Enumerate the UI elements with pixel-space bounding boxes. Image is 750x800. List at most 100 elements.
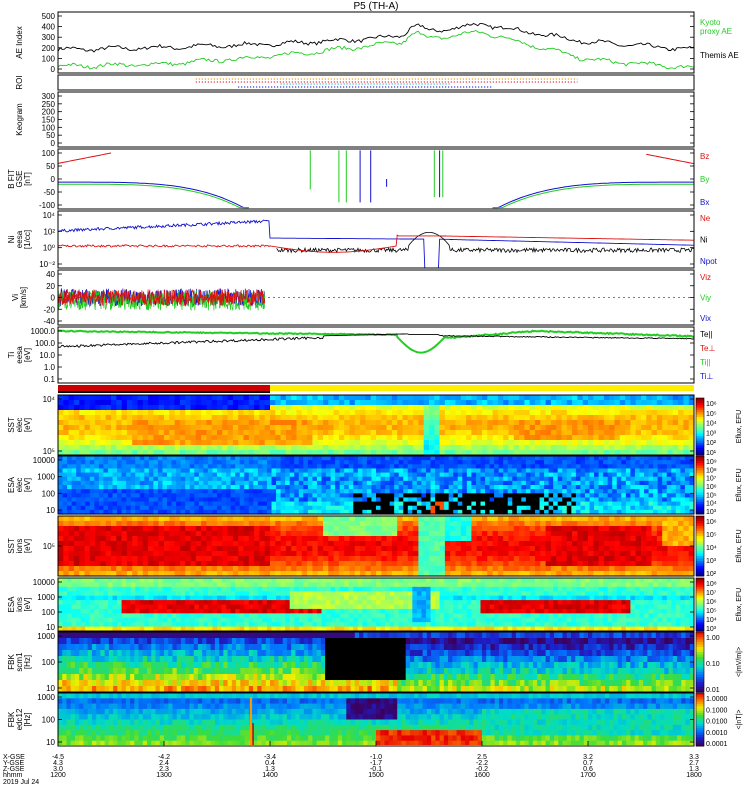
spectrogram-cell	[672, 526, 679, 532]
spectrogram-cell	[475, 501, 482, 507]
spectrogram-cell	[646, 571, 653, 577]
spectrogram-cell	[545, 420, 552, 426]
spectrogram-cell	[550, 541, 557, 547]
spectrogram-cell	[634, 485, 641, 490]
spectrogram-cell	[323, 536, 329, 542]
spectrogram-cell	[607, 497, 613, 503]
spectrogram-cell	[584, 456, 591, 461]
spectrogram-cell	[130, 472, 136, 478]
spectrogram-cell	[407, 445, 414, 451]
spectrogram-cell	[67, 501, 73, 507]
spectrogram-cell	[539, 472, 545, 478]
spectrogram-cell	[666, 509, 672, 515]
spectrogram-cell	[460, 531, 467, 537]
spectrogram-cell	[307, 450, 313, 456]
spectrogram-cell	[589, 460, 595, 465]
spectrogram-cell	[370, 435, 377, 441]
spectrogram-cell	[684, 485, 691, 490]
spectrogram-cell	[662, 415, 669, 421]
spectrogram-cell	[386, 450, 393, 456]
spectrogram-cell	[521, 489, 527, 494]
spectrogram-cell	[357, 505, 363, 511]
spectrogram-cell	[571, 476, 577, 482]
spectrogram-cell	[148, 485, 154, 490]
spectrogram-cell	[89, 395, 96, 401]
spectrogram-cell	[625, 480, 631, 486]
spectrogram-cell	[158, 430, 165, 436]
spectrogram-cell	[137, 546, 144, 552]
spectrogram-cell	[271, 497, 277, 503]
spectrogram-cell	[571, 485, 577, 490]
spectrogram-cell	[548, 493, 554, 499]
spectrogram-cell	[648, 464, 654, 470]
spectrogram-cell	[519, 435, 525, 441]
spectrogram-cell	[248, 464, 254, 470]
spectrogram-cell	[376, 561, 382, 567]
spectrogram-cell	[89, 410, 96, 416]
spectrogram-cell	[512, 497, 518, 503]
spectrogram-cell	[444, 430, 451, 436]
spectrogram-cell	[174, 440, 181, 446]
spectrogram-cell	[487, 531, 494, 537]
spectrogram-cell	[371, 493, 377, 499]
spectrogram-cell	[312, 450, 319, 456]
spectrogram-cell	[667, 561, 674, 567]
spectrogram-cell	[577, 551, 584, 557]
spectrogram-cell	[684, 509, 691, 515]
spectrogram-cell	[588, 551, 594, 557]
spectrogram-cell	[376, 472, 382, 478]
spectrogram-cell	[588, 435, 594, 441]
spectrogram-cell	[257, 460, 264, 465]
spectrogram-cell	[525, 497, 532, 503]
spectrogram-cell	[480, 505, 486, 511]
spectrogram-cell	[259, 395, 266, 401]
spectrogram-cell	[248, 445, 255, 451]
spectrogram-cell	[238, 445, 245, 451]
spectrogram-cell	[503, 521, 510, 527]
spectrogram-cell	[588, 521, 594, 527]
spectrogram-cell	[105, 415, 112, 421]
spectrogram-cell	[603, 509, 609, 515]
spectrogram-cell	[62, 472, 68, 478]
spectrogram-cell	[270, 415, 276, 421]
spectrogram-cell	[485, 480, 491, 486]
spectrogram-cell	[653, 485, 659, 490]
spectrogram-cell	[105, 425, 112, 431]
spectrogram-cell	[98, 493, 105, 499]
spectrogram-cell	[376, 420, 382, 426]
spectrogram-cell	[653, 480, 659, 486]
spectrogram-cell	[429, 556, 435, 562]
spectrogram-cell	[494, 480, 500, 486]
spectrogram-cell	[100, 395, 107, 401]
spectrogram-cell	[68, 526, 75, 532]
spectrogram-cell	[462, 485, 468, 490]
spectrogram-cell	[195, 541, 202, 547]
spectrogram-cell	[169, 410, 176, 416]
spectrogram-cell	[634, 497, 641, 503]
spectrogram-cell	[471, 505, 477, 511]
spectrogram-cell	[425, 460, 432, 465]
spectrogram-cell	[206, 526, 213, 532]
spectrogram-cell	[662, 501, 668, 507]
spectrogram-cell	[588, 566, 594, 572]
spectrogram-cell	[153, 516, 160, 522]
spectrogram-cell	[211, 415, 218, 421]
spectrogram-cell	[494, 493, 500, 499]
spectrogram-cell	[280, 505, 286, 511]
spectrogram-cell	[662, 521, 669, 527]
spectrogram-cell	[498, 509, 504, 515]
spectrogram-cell	[667, 450, 674, 456]
spectrogram-cell	[513, 450, 520, 456]
spectrogram-cell	[179, 556, 186, 562]
spectrogram-cell	[588, 425, 594, 431]
spectrogram-cell	[266, 460, 273, 465]
spectrogram-cell	[651, 526, 658, 532]
spectrogram-cell	[317, 400, 324, 406]
spectrogram-cell	[653, 476, 659, 482]
spectrogram-cell	[158, 420, 165, 426]
spectrogram-cell	[222, 405, 229, 411]
spectrogram-cell	[672, 400, 679, 406]
spectrogram-cell	[492, 405, 499, 411]
spectrogram-cell	[142, 516, 149, 522]
spectrogram-cell	[303, 505, 309, 511]
